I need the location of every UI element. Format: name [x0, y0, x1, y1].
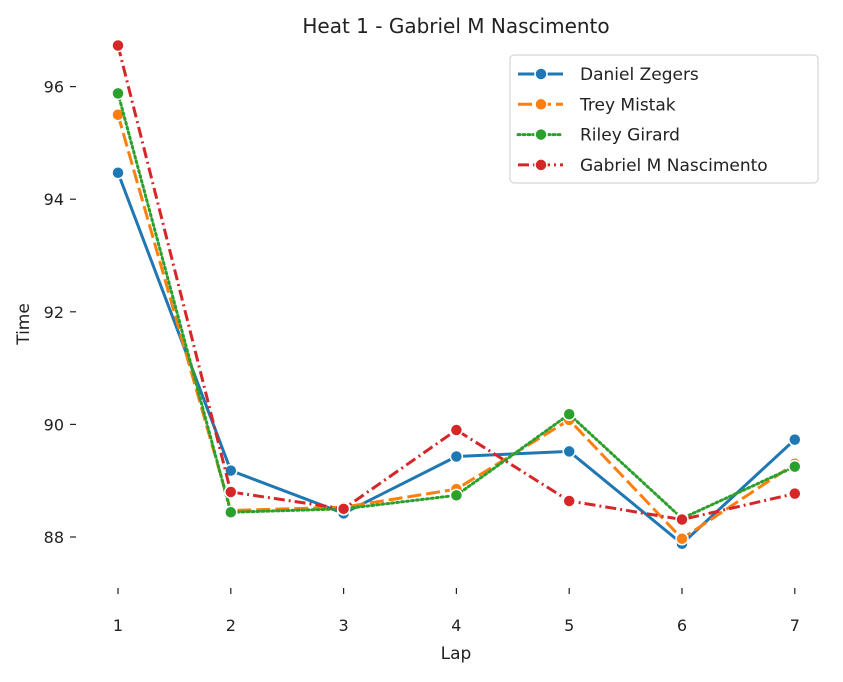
data-point [111, 165, 125, 180]
x-axis-label: Lap [441, 644, 472, 664]
data-point [675, 512, 689, 527]
data-point [224, 505, 238, 519]
x-tick-label: 6 [677, 616, 687, 635]
legend-label: Trey Mistak [579, 95, 676, 115]
y-tick-label: 96 [44, 78, 64, 97]
legend-marker [534, 127, 548, 142]
data-point [336, 502, 351, 516]
legend-box [509, 54, 819, 184]
y-tick-label: 90 [44, 415, 64, 434]
y-axis: 88 90 92 94 96 [44, 78, 76, 547]
data-point [449, 423, 464, 437]
data-point [449, 449, 464, 464]
data-point [224, 463, 238, 478]
legend-item: Daniel Zegers [518, 65, 699, 85]
x-tick-label: 7 [790, 616, 800, 635]
data-point [675, 531, 689, 546]
legend-marker [534, 158, 548, 172]
y-axis-label: Time [14, 303, 34, 346]
legend-marker [534, 97, 548, 112]
data-point [449, 488, 464, 503]
plot-area [111, 38, 802, 551]
x-tick-label: 4 [451, 616, 461, 635]
data-point [562, 494, 576, 508]
data-point [788, 486, 802, 501]
y-tick-label: 88 [44, 528, 64, 547]
legend-item: Trey Mistak [518, 95, 676, 115]
x-tick-label: 2 [226, 616, 236, 635]
data-point [562, 444, 576, 459]
legend-item: Riley Girard [516, 126, 680, 146]
x-tick-label: 5 [564, 616, 574, 635]
y-tick-label: 92 [44, 303, 64, 322]
legend-marker [534, 67, 548, 81]
series-3 [111, 38, 802, 527]
x-tick-label: 1 [113, 616, 123, 635]
x-tick-label: 3 [339, 616, 349, 635]
legend-label: Daniel Zegers [580, 65, 699, 85]
data-point [224, 485, 238, 499]
y-tick-label: 94 [44, 190, 64, 209]
data-point [111, 38, 125, 53]
data-point [111, 86, 125, 101]
chart-title: Heat 1 - Gabriel M Nascimento [302, 14, 609, 38]
x-axis: 1 2 3 4 5 6 7 [113, 588, 800, 635]
legend: Daniel Zegers Trey Mistak Riley Girard Gabr… [509, 54, 819, 184]
data-point [562, 407, 576, 422]
legend-label: Riley Girard [580, 126, 680, 146]
data-point [788, 459, 802, 474]
legend-item: Gabriel M Nascimento [518, 156, 768, 176]
data-point [788, 432, 802, 447]
legend-label: Gabriel M Nascimento [580, 156, 768, 176]
